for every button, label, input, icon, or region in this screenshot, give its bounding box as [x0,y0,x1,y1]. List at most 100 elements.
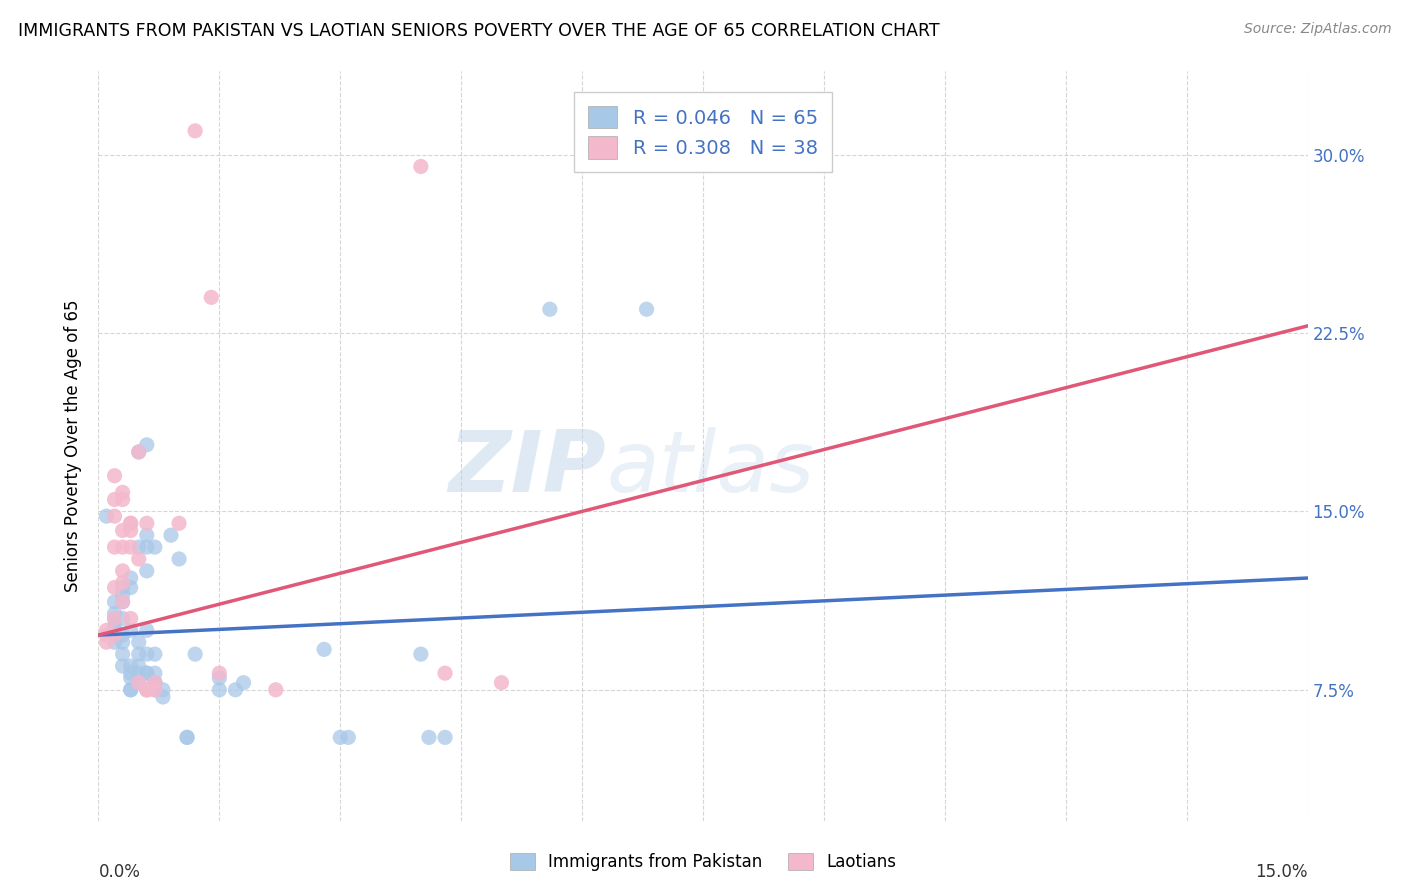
Point [143,675,166,690]
Point [103,611,125,625]
Point [337,731,360,745]
Point [143,675,166,690]
Point [491,675,513,690]
Point [314,642,336,657]
Point [128,647,150,661]
Point [135,564,157,578]
Point [135,624,157,638]
Text: 15.0%: 15.0% [1256,863,1308,881]
Point [135,540,157,554]
Point [120,571,142,585]
Point [111,635,134,649]
Point [128,675,150,690]
Point [120,666,142,681]
Point [329,731,352,745]
Point [103,492,125,507]
Point [135,647,157,661]
Point [103,624,125,638]
Point [143,682,166,697]
Point [167,516,190,531]
Text: Source: ZipAtlas.com: Source: ZipAtlas.com [1244,22,1392,37]
Point [120,671,142,685]
Point [111,581,134,595]
Point [103,581,125,595]
Point [434,666,457,681]
Point [120,611,142,625]
Point [264,682,287,697]
Point [232,675,254,690]
Point [208,682,231,697]
Point [111,524,134,538]
Point [103,611,125,625]
Point [224,682,246,697]
Point [103,509,125,524]
Point [111,492,134,507]
Y-axis label: Seniors Poverty Over the Age of 65: Seniors Poverty Over the Age of 65 [65,300,83,592]
Point [120,516,142,531]
Point [120,524,142,538]
Point [120,581,142,595]
Text: ZIP: ZIP [449,427,606,510]
Point [96,635,118,649]
Point [120,659,142,673]
Point [135,528,157,542]
Point [111,588,134,602]
Point [103,595,125,609]
Point [103,628,125,642]
Point [96,624,118,638]
Point [111,628,134,642]
Point [176,731,198,745]
Point [409,647,432,661]
Point [184,647,207,661]
Text: IMMIGRANTS FROM PAKISTAN VS LAOTIAN SENIORS POVERTY OVER THE AGE OF 65 CORRELATI: IMMIGRANTS FROM PAKISTAN VS LAOTIAN SENI… [18,22,939,40]
Point [184,124,207,138]
Point [128,552,150,566]
Legend: Immigrants from Pakistan, Laotians: Immigrants from Pakistan, Laotians [502,845,904,880]
Point [103,540,125,554]
Point [111,595,134,609]
Point [418,731,440,745]
Text: 0.0%: 0.0% [98,863,141,881]
Point [128,540,150,554]
Point [434,731,457,745]
Point [160,528,183,542]
Point [135,516,157,531]
Point [538,302,561,317]
Point [128,659,150,673]
Point [103,618,125,632]
Point [111,595,134,609]
Point [143,540,166,554]
Point [135,666,157,681]
Point [96,628,118,642]
Point [96,509,118,524]
Point [135,682,157,697]
Point [103,607,125,621]
Point [143,666,166,681]
Point [143,682,166,697]
Point [135,682,157,697]
Point [111,575,134,590]
Point [135,438,157,452]
Point [103,635,125,649]
Point [111,564,134,578]
Point [409,160,432,174]
Point [111,540,134,554]
Point [111,485,134,500]
Point [120,682,142,697]
Point [135,666,157,681]
Point [152,682,174,697]
Text: atlas: atlas [606,427,814,510]
Point [636,302,658,317]
Point [208,666,231,681]
Point [120,516,142,531]
Point [103,468,125,483]
Legend: R = 0.046   N = 65, R = 0.308   N = 38: R = 0.046 N = 65, R = 0.308 N = 38 [575,92,831,172]
Point [128,445,150,459]
Point [111,611,134,625]
Point [135,682,157,697]
Point [208,671,231,685]
Point [176,731,198,745]
Point [128,445,150,459]
Point [128,635,150,649]
Point [111,659,134,673]
